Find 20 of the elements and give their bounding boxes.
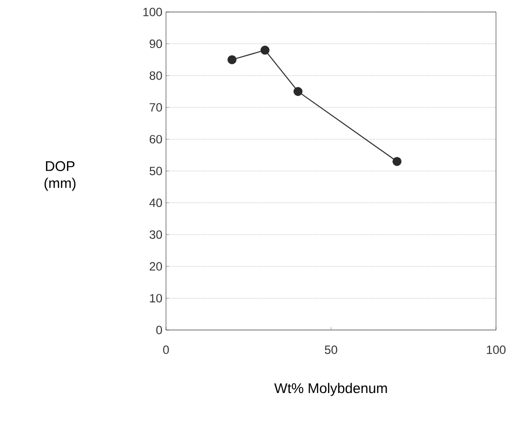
y-tick-label: 10 (150, 294, 162, 302)
point (392, 156, 402, 166)
y-tick-label: 0 (156, 326, 162, 334)
y-axis-title: DOP (mm) (44, 161, 76, 191)
y-tick-label: 20 (150, 262, 162, 271)
y-tick-label: 80 (150, 71, 162, 80)
x-axis-title: Wt% Molybdenum (274, 382, 387, 396)
y-tick-label: 100 (143, 8, 162, 16)
y-tick-label: 40 (149, 198, 162, 208)
x-tick-label: 100 (486, 346, 506, 354)
y-tick-label: 50 (150, 166, 162, 176)
y-tick-label: 70 (150, 103, 162, 112)
y-tick-label: 60 (150, 134, 162, 144)
point (228, 55, 236, 64)
y-tick-label: 30 (150, 230, 162, 239)
x-tick-label: 0 (163, 346, 169, 354)
point (260, 46, 270, 55)
y-tick-label: 90 (150, 40, 162, 48)
point (294, 86, 302, 96)
x-tick-label: 50 (324, 346, 338, 354)
